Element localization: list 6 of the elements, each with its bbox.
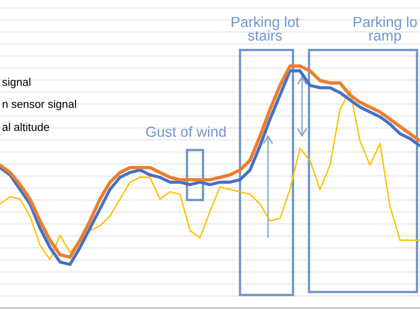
text: Parking lo ramp xyxy=(354,16,417,44)
annotation: n sensor signal xyxy=(2,100,76,110)
text: Parking lot stairs xyxy=(232,16,300,41)
annotation: signal xyxy=(2,78,30,88)
annotation: al altitude xyxy=(2,122,50,131)
annotation: Gust of wind xyxy=(146,126,226,137)
